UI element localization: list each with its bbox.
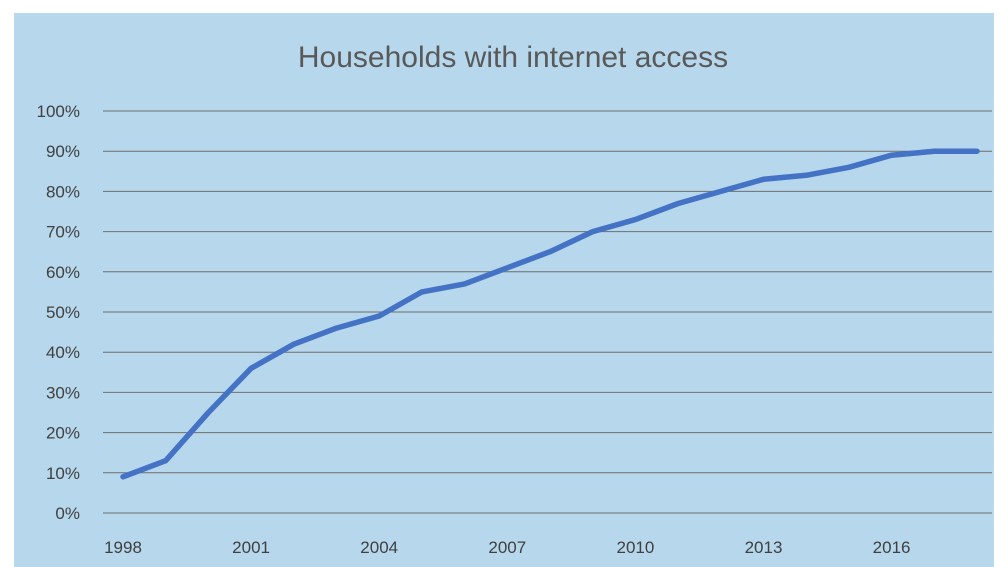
gridlines [103, 110, 992, 514]
x-tick-label: 2001 [232, 538, 270, 557]
y-tick-label: 90% [46, 142, 80, 161]
x-tick-label: 2010 [616, 538, 654, 557]
y-tick-label: 100% [37, 102, 80, 121]
series-line [120, 148, 980, 480]
data-point [675, 200, 681, 206]
data-point [632, 217, 638, 223]
series-layer [120, 148, 980, 480]
data-point [205, 410, 211, 416]
x-tick-label: 1998 [104, 538, 142, 557]
data-point [803, 172, 809, 178]
y-tick-label: 70% [46, 223, 80, 242]
data-point [334, 325, 340, 331]
data-point [889, 152, 895, 158]
data-point [761, 176, 767, 182]
y-tick-label: 80% [46, 182, 80, 201]
data-point [504, 265, 510, 271]
x-tick-label: 2013 [745, 538, 783, 557]
x-axis-tick-labels: 1998 2001 2004 2007 2010 2013 2016 [104, 538, 910, 557]
chart-title: Households with internet access [298, 41, 728, 74]
data-point [248, 365, 254, 371]
data-point [462, 281, 468, 287]
data-point [419, 289, 425, 295]
y-axis-tick-labels: 0% 10% 20% 30% 40% 50% 60% 70% 80% 90% 100% [37, 102, 80, 523]
y-tick-label: 30% [46, 383, 80, 402]
x-tick-label: 2004 [360, 538, 398, 557]
chart-area [14, 13, 994, 567]
data-point [931, 148, 937, 154]
y-tick-label: 50% [46, 303, 80, 322]
data-point [718, 188, 724, 194]
y-tick-label: 10% [46, 464, 80, 483]
y-tick-label: 20% [46, 424, 80, 443]
data-point [974, 148, 980, 154]
data-point [547, 249, 553, 255]
x-tick-label: 2016 [873, 538, 911, 557]
data-point [120, 474, 126, 480]
data-point [291, 341, 297, 347]
data-point [163, 458, 169, 464]
data-point [846, 164, 852, 170]
data-point [590, 229, 596, 235]
x-tick-label: 2007 [488, 538, 526, 557]
y-tick-label: 0% [55, 504, 80, 523]
y-tick-label: 40% [46, 343, 80, 362]
y-tick-label: 60% [46, 263, 80, 282]
data-point [376, 313, 382, 319]
